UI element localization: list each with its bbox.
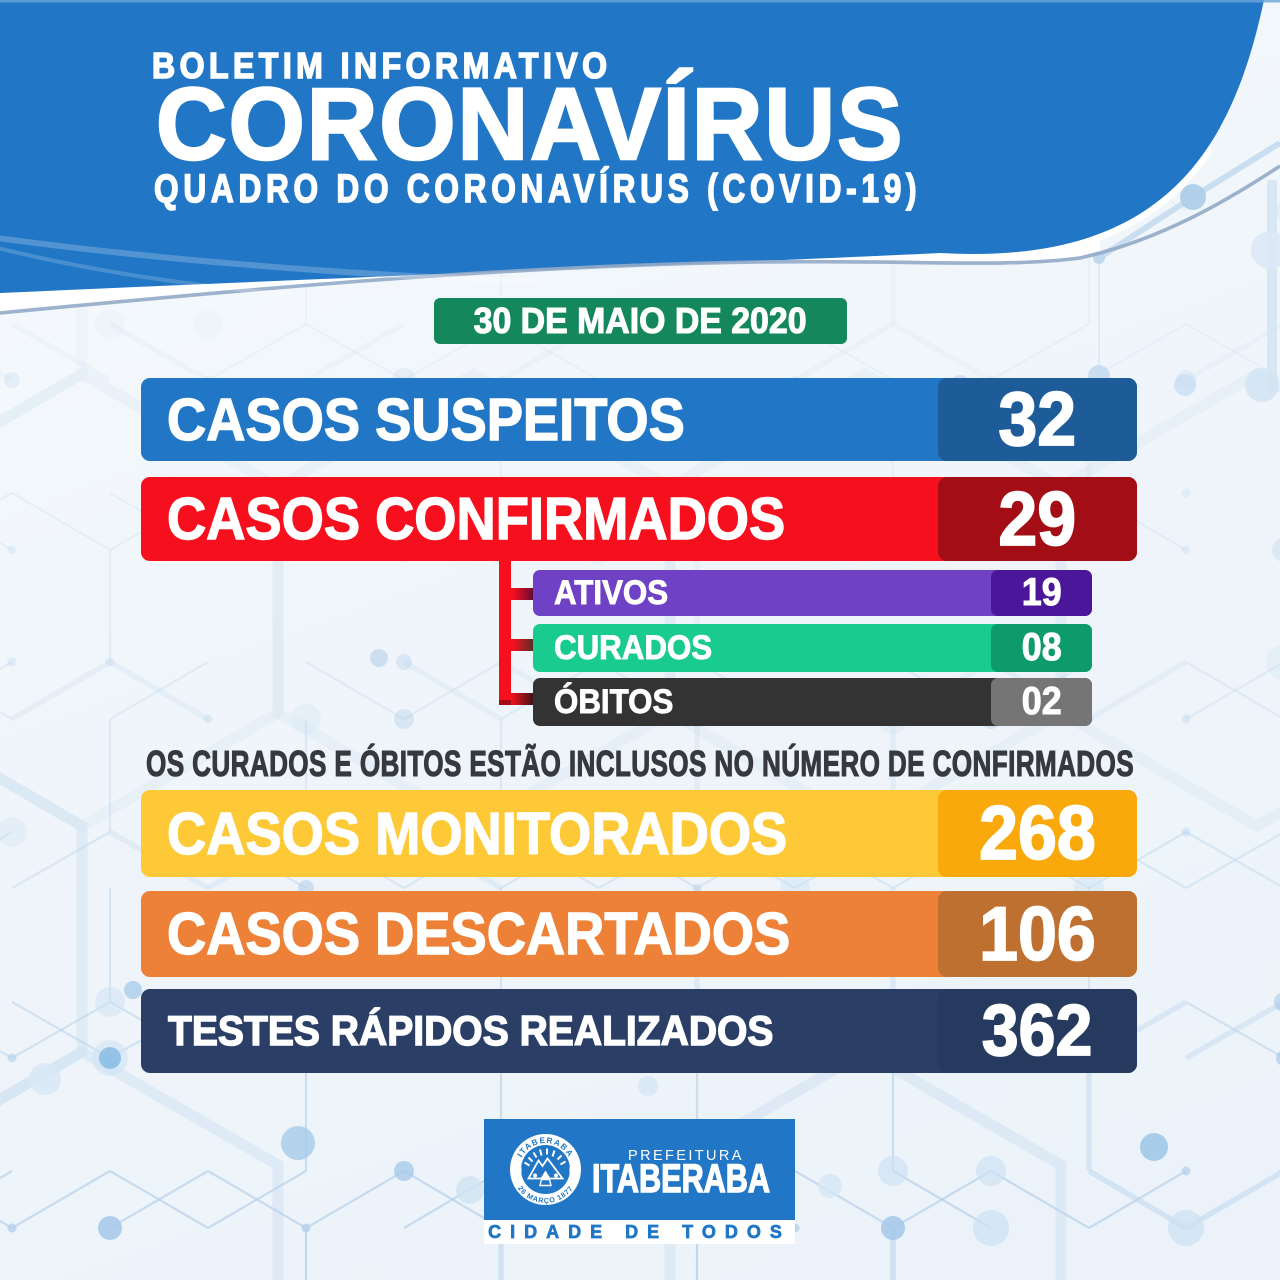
svg-text:PREFEITURA: PREFEITURA [628,1148,744,1164]
svg-text:CIDADE DE TODOS: CIDADE DE TODOS [488,1222,791,1242]
svg-text:ITABERABA: ITABERABA [592,1157,770,1201]
